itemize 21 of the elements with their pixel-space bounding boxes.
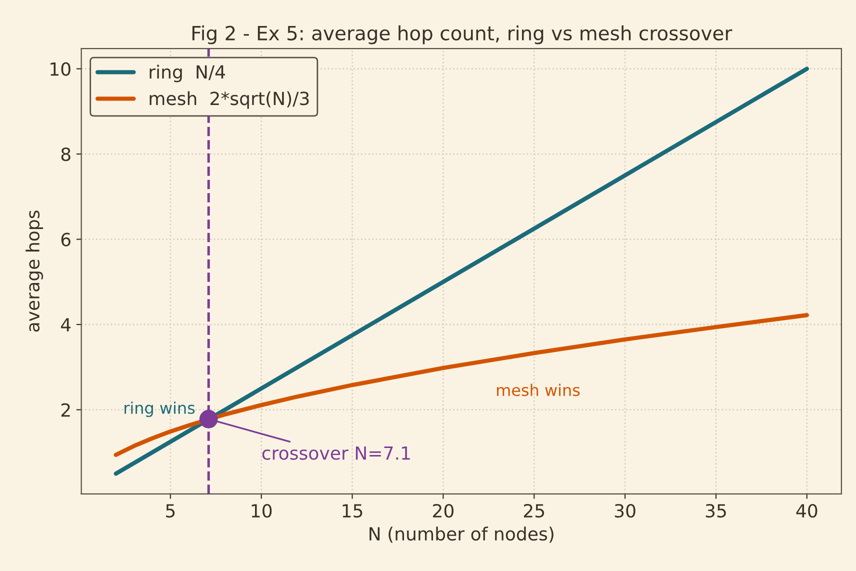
annotation: mesh wins	[497, 384, 580, 396]
x-tick-label: 30	[614, 504, 636, 518]
y-tick-label: 4	[60, 318, 71, 332]
x-tick-label: 15	[342, 504, 362, 518]
x-tick-label: 10	[252, 504, 272, 518]
y-tick-label: 10	[50, 62, 70, 76]
y-tick-label: 2	[61, 403, 70, 417]
x-tick-label: 35	[706, 504, 726, 518]
x-tick-label: 40	[796, 504, 818, 518]
annotation: crossover N=7.1	[262, 446, 410, 460]
x-tick-label: 25	[524, 504, 544, 518]
legend-label: mesh 2*sqrt(N)/3	[150, 91, 309, 109]
x-tick-label: 20	[433, 504, 454, 518]
y-tick-label: 6	[61, 232, 70, 246]
y-tick-label: 8	[61, 147, 70, 162]
chart-title: Fig 2 - Ex 5: average hop count, ring vs mesh crossover	[192, 25, 732, 44]
legend-label: ring N/4	[150, 64, 226, 82]
x-tick-label: 5	[166, 504, 175, 518]
x-axis-title: N (number of nodes)	[370, 526, 554, 543]
y-axis-title: average hops	[26, 210, 44, 332]
annotation: ring wins	[124, 402, 195, 418]
